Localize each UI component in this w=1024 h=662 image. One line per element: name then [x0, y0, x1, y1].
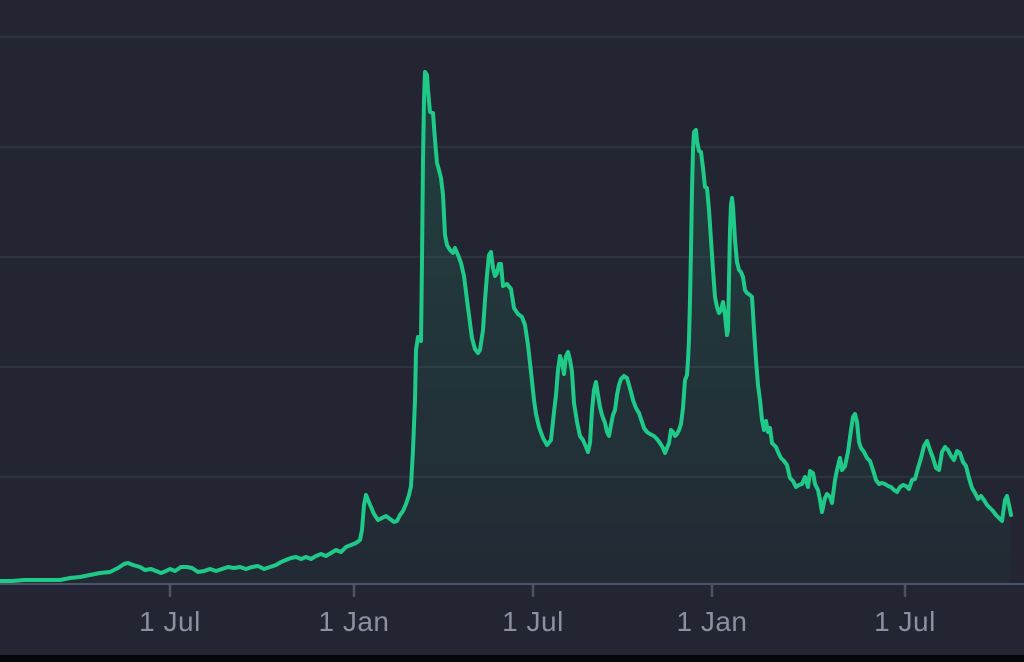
bottom-bar	[0, 655, 1024, 662]
x-axis-ticks	[168, 584, 907, 597]
series-area-fill	[0, 72, 1011, 584]
series-line	[0, 70, 1013, 583]
